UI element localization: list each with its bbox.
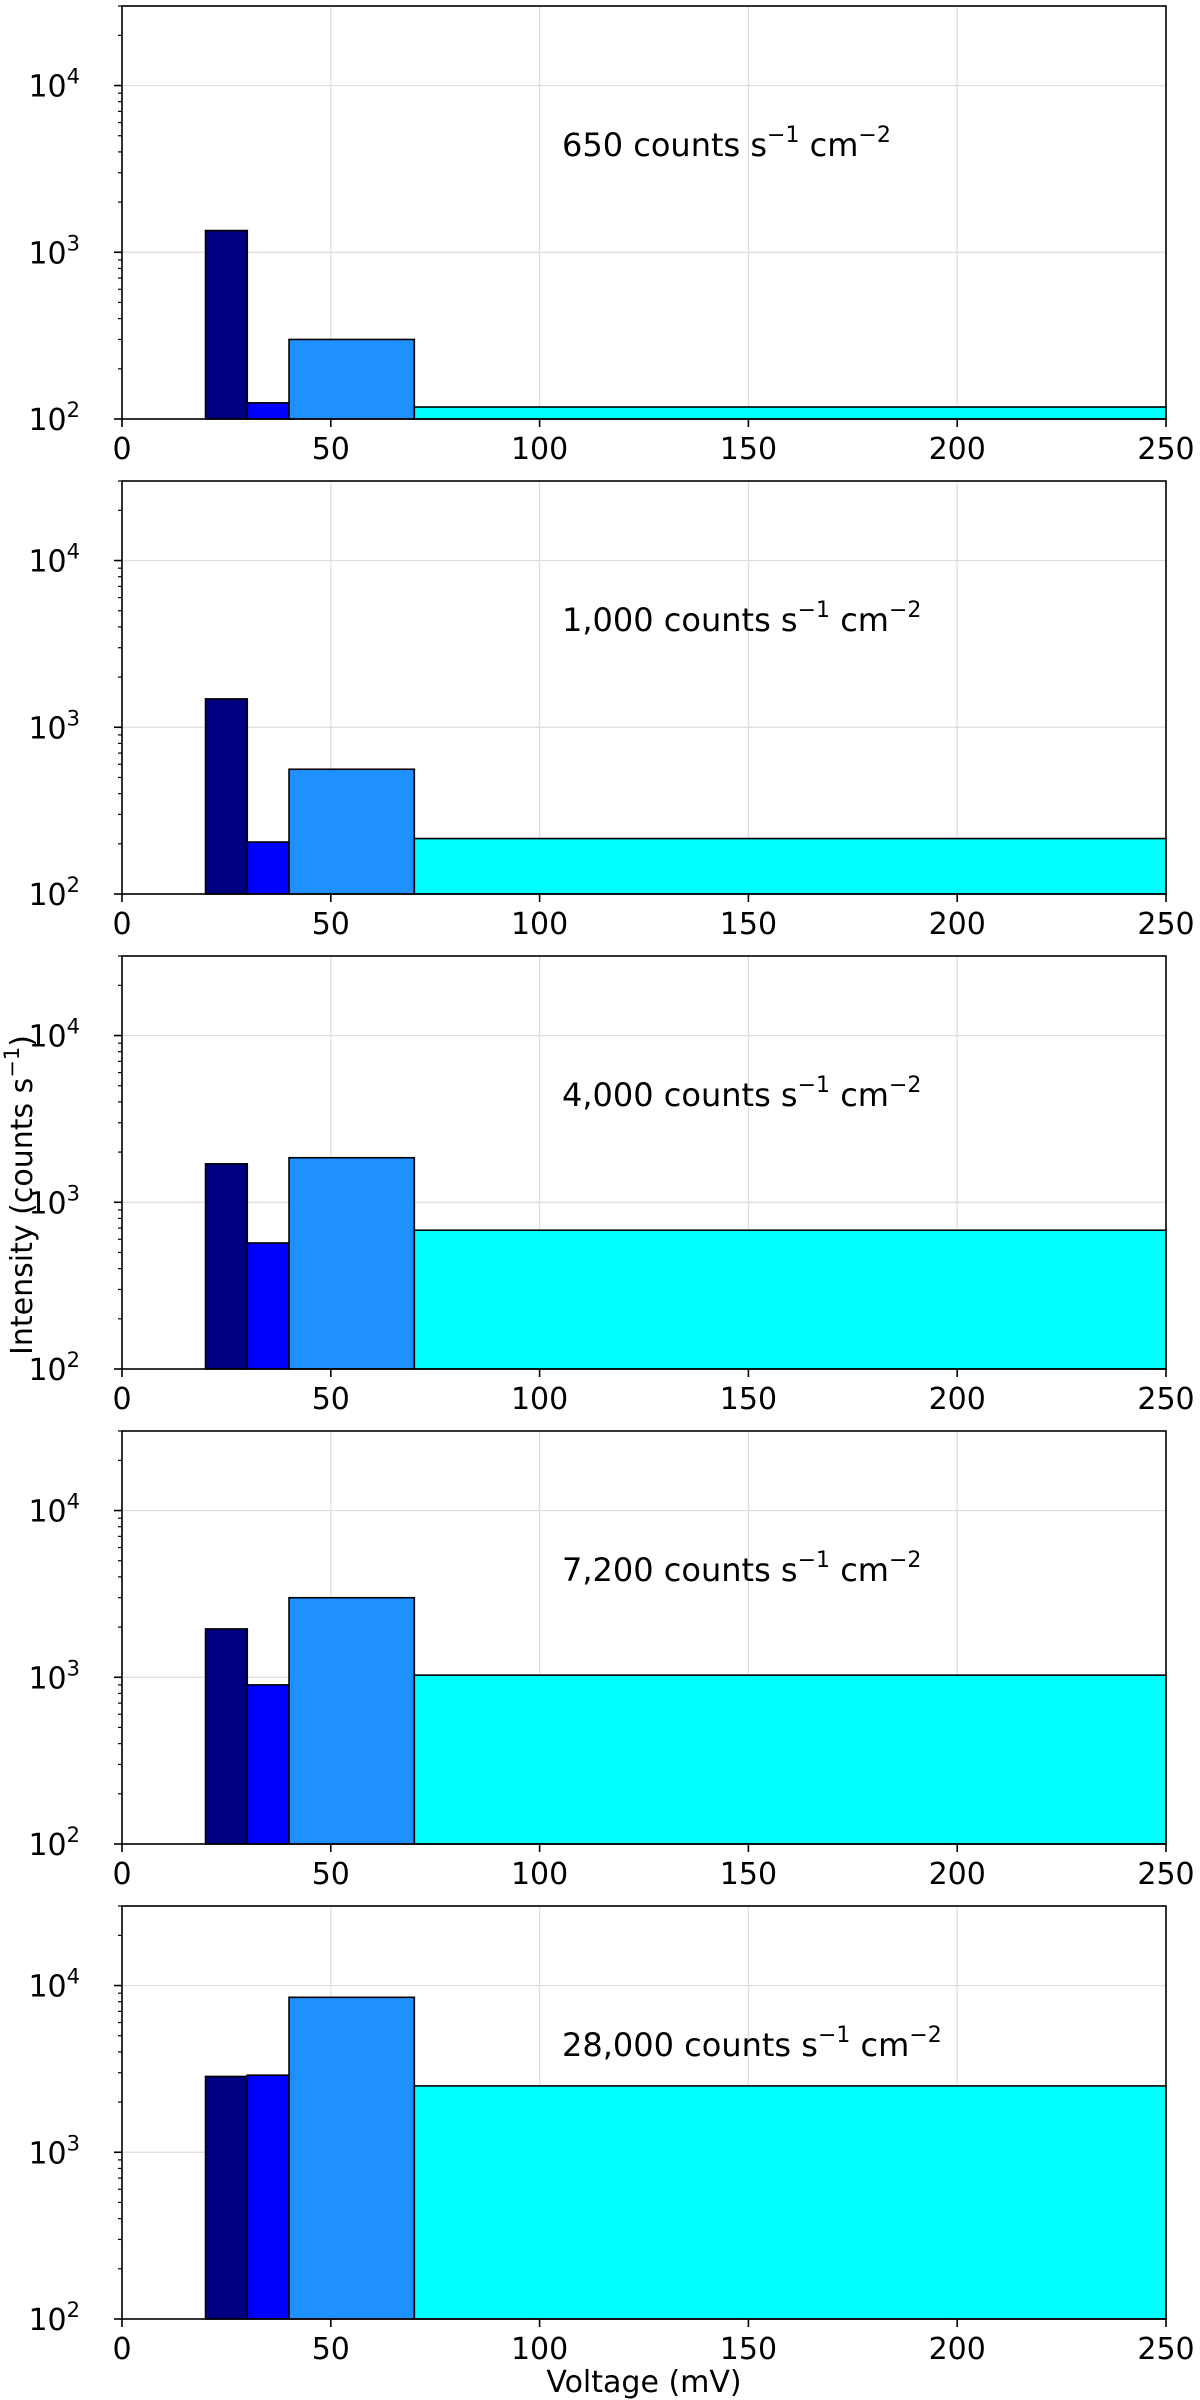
x-tick-label: 0	[112, 2332, 131, 2367]
panel-4: 0 50 100 150 200 250 102 103 104 7,200 counts s−1…	[28, 1430, 1195, 1892]
y-axis-label: Intensity (counts s−1)	[0, 1035, 40, 1355]
x-tick-label: 250	[1137, 1382, 1194, 1417]
x-tick-label: 100	[511, 1857, 568, 1892]
x-tick-label: 150	[720, 907, 777, 942]
x-tick-label: 50	[312, 907, 350, 942]
panel-annotation: 4,000 counts s−1 cm−2	[562, 1073, 921, 1114]
bar-panel5-bin2	[246, 2074, 290, 2320]
bar-panel2-bin1	[204, 698, 249, 895]
y-tick-label: 102	[28, 398, 80, 438]
x-tick-label: 200	[929, 1857, 986, 1892]
y-tick-label: 102	[28, 873, 80, 913]
bar-panel2-bin4	[413, 837, 1167, 895]
bar-panel3-bin2	[246, 1242, 290, 1370]
plot-frame	[121, 1905, 1167, 2320]
plot-frame	[121, 5, 1167, 420]
x-tick-label: 100	[511, 1382, 568, 1417]
bar-panel1-bin2	[246, 402, 290, 420]
y-tick-label: 103	[28, 706, 80, 746]
x-tick-label: 150	[720, 432, 777, 467]
x-tick-label: 0	[112, 1382, 131, 1417]
bar-panel1-bin3	[288, 338, 416, 420]
y-tick-label: 103	[28, 1656, 80, 1696]
x-tick-label: 200	[929, 907, 986, 942]
x-tick-label: 200	[929, 2332, 986, 2367]
y-tick-label: 104	[28, 65, 80, 105]
x-tick-label: 100	[511, 907, 568, 942]
x-tick-label: 250	[1137, 907, 1194, 942]
x-tick-label: 150	[720, 1857, 777, 1892]
bar-panel1-bin4	[413, 406, 1167, 420]
bar-panel5-bin1	[204, 2075, 249, 2320]
bar-panel1-bin1	[204, 229, 249, 420]
bar-panel3-bin1	[204, 1163, 249, 1370]
bar-panel4-bin1	[204, 1628, 249, 1845]
panel-annotation: 7,200 counts s−1 cm−2	[562, 1548, 921, 1589]
plot-frame	[121, 1430, 1167, 1845]
y-tick-label: 102	[28, 1823, 80, 1863]
panel-3: 0 50 100 150 200 250 102 103 104 4,000 counts s−1…	[28, 955, 1195, 1417]
x-tick-label: 50	[312, 1382, 350, 1417]
x-axis-label: Voltage (mV)	[546, 2365, 741, 2400]
y-tick-label: 104	[28, 1490, 80, 1530]
y-tick-label: 102	[28, 1348, 80, 1388]
y-tick-label: 104	[28, 1015, 80, 1055]
bar-panel3-bin4	[413, 1229, 1167, 1370]
bar-panel2-bin2	[246, 841, 290, 895]
x-tick-label: 250	[1137, 2332, 1194, 2367]
panel-annotation: 28,000 counts s−1 cm−2	[562, 2023, 942, 2064]
x-tick-label: 200	[929, 1382, 986, 1417]
bar-panel3-bin3	[288, 1156, 416, 1370]
panel-2: 0 50 100 150 200 250 102 103 104 1,000 counts s−1…	[28, 480, 1195, 942]
panel-5: 0 50 100 150 200 250 102 103 104 28,000 counts s−…	[28, 1905, 1195, 2367]
x-tick-label: 0	[112, 432, 131, 467]
x-tick-label: 100	[511, 432, 568, 467]
bar-panel4-bin3	[288, 1596, 416, 1845]
bar-panel5-bin3	[288, 1996, 416, 2320]
x-tick-label: 50	[312, 2332, 350, 2367]
x-tick-label: 150	[720, 1382, 777, 1417]
x-tick-label: 50	[312, 432, 350, 467]
panel-annotation: 1,000 counts s−1 cm−2	[562, 598, 921, 639]
bar-panel2-bin3	[288, 768, 416, 895]
y-tick-label: 102	[28, 2298, 80, 2338]
x-tick-label: 50	[312, 1857, 350, 1892]
y-tick-label: 103	[28, 1181, 80, 1221]
y-tick-label: 103	[28, 2131, 80, 2171]
x-tick-label: 200	[929, 432, 986, 467]
y-tick-label: 104	[28, 540, 80, 580]
bar-panel5-bin4	[413, 2085, 1167, 2320]
panel-1: 0 50 100 150 200 250 102 103 104 650 counts s−1 c…	[28, 5, 1195, 467]
x-tick-label: 150	[720, 2332, 777, 2367]
x-tick-label: 0	[112, 1857, 131, 1892]
y-tick-label: 104	[28, 1965, 80, 2005]
x-tick-label: 100	[511, 2332, 568, 2367]
x-tick-label: 0	[112, 907, 131, 942]
y-tick-label: 103	[28, 231, 80, 271]
bar-panel4-bin4	[413, 1674, 1167, 1845]
bar-panel4-bin2	[246, 1684, 290, 1845]
plot-frame	[121, 955, 1167, 1370]
plot-frame	[121, 480, 1167, 895]
x-tick-label: 250	[1137, 1857, 1194, 1892]
x-tick-label: 250	[1137, 432, 1194, 467]
panel-annotation: 650 counts s−1 cm−2	[562, 123, 891, 164]
